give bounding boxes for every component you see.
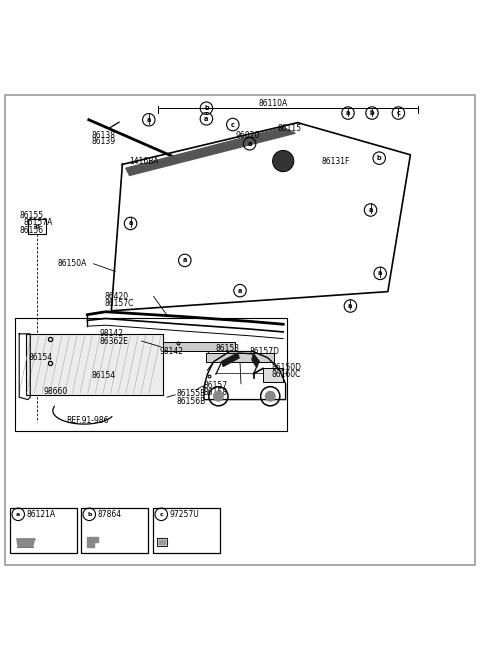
Text: 86155B: 86155B <box>177 389 206 399</box>
Text: 87864: 87864 <box>98 510 122 519</box>
Polygon shape <box>87 537 98 547</box>
Text: 86156: 86156 <box>19 226 43 235</box>
Text: 86157: 86157 <box>204 381 228 389</box>
Text: 86150A: 86150A <box>58 259 87 268</box>
Bar <box>10 508 77 553</box>
Text: 86156B: 86156B <box>177 397 206 405</box>
Text: 86121A: 86121A <box>27 510 56 519</box>
Polygon shape <box>252 354 258 368</box>
Bar <box>163 342 235 350</box>
Text: 86160C: 86160C <box>271 370 300 379</box>
Bar <box>81 508 148 553</box>
Polygon shape <box>17 539 35 547</box>
Text: b: b <box>370 110 374 116</box>
Polygon shape <box>126 127 295 176</box>
Text: 86420: 86420 <box>105 292 129 301</box>
Text: 97257U: 97257U <box>170 510 200 519</box>
Circle shape <box>265 391 275 401</box>
Text: 1416BA: 1416BA <box>130 156 159 166</box>
Text: b: b <box>87 512 92 517</box>
Text: b: b <box>377 155 382 161</box>
Text: a: a <box>247 141 252 147</box>
Text: a: a <box>128 220 133 226</box>
Bar <box>26 334 163 395</box>
Bar <box>28 218 46 234</box>
Text: 98142: 98142 <box>100 329 124 339</box>
Text: 86362E: 86362E <box>100 337 129 346</box>
Text: c: c <box>159 512 163 517</box>
Text: a: a <box>368 207 373 213</box>
Polygon shape <box>157 538 167 546</box>
Text: 86150D: 86150D <box>271 363 301 372</box>
Text: 86157D: 86157D <box>250 347 279 356</box>
Circle shape <box>214 391 223 401</box>
Text: 86131F: 86131F <box>322 156 350 166</box>
Text: a: a <box>378 271 383 277</box>
Text: 98660: 98660 <box>43 387 68 396</box>
Bar <box>263 368 283 382</box>
Text: a: a <box>238 288 242 294</box>
Text: 96020: 96020 <box>235 131 260 140</box>
Text: 86154: 86154 <box>91 371 115 380</box>
Text: 86115: 86115 <box>277 124 301 133</box>
Text: a: a <box>16 512 20 517</box>
Circle shape <box>274 151 293 171</box>
Text: 86157C: 86157C <box>105 299 134 308</box>
Text: a: a <box>204 115 209 122</box>
Text: 86158: 86158 <box>204 388 228 397</box>
Text: a: a <box>348 303 353 309</box>
Text: 86157A: 86157A <box>23 218 52 228</box>
Text: 86155: 86155 <box>19 211 43 220</box>
Text: c: c <box>231 121 235 127</box>
Text: 98142: 98142 <box>159 347 183 356</box>
Text: a: a <box>146 117 151 123</box>
Text: c: c <box>396 110 400 116</box>
Text: 86138: 86138 <box>91 131 115 140</box>
Bar <box>15 318 287 431</box>
Polygon shape <box>159 540 165 544</box>
Text: b: b <box>204 105 209 112</box>
Text: 86110A: 86110A <box>259 99 288 108</box>
Polygon shape <box>222 353 239 366</box>
Bar <box>153 508 220 553</box>
Text: 86153: 86153 <box>215 344 239 352</box>
Text: 86154: 86154 <box>29 353 53 362</box>
Bar <box>206 353 274 362</box>
Text: 86139: 86139 <box>91 137 115 147</box>
Text: REF.91-986: REF.91-986 <box>66 416 109 425</box>
Text: a: a <box>182 257 187 263</box>
Text: a: a <box>346 110 350 116</box>
